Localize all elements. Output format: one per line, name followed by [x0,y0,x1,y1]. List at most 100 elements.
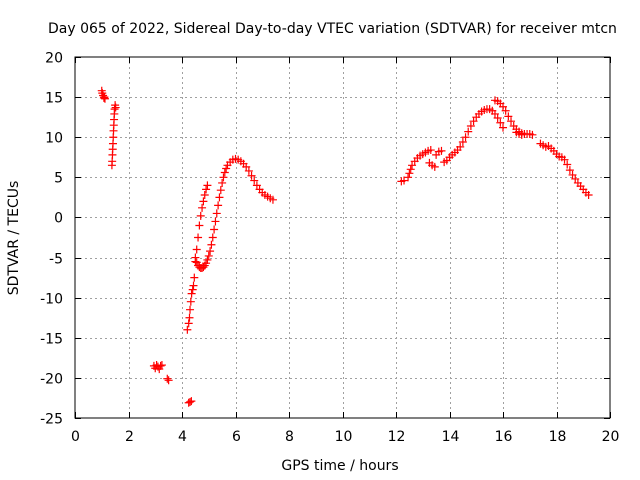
x-tick-label: 12 [388,429,406,445]
y-tick-label: -5 [49,252,63,268]
data-point [187,397,196,406]
data-point [204,251,213,260]
data-point [186,297,195,306]
data-point [250,176,259,185]
data-point [206,247,215,256]
data-point [565,166,574,175]
x-tick-label: 10 [335,429,353,445]
data-point [268,195,277,204]
data-point [507,117,516,126]
data-point [164,376,173,385]
series-low-cluster-a [149,361,166,374]
data-point [499,102,507,111]
data-point [212,209,221,218]
data-point [437,146,446,155]
y-axis-label: SDTVAR / TECUs [6,181,22,296]
x-tick-label: 2 [125,429,134,445]
data-points [97,86,593,407]
data-point [187,289,196,298]
data-point [242,162,251,171]
y-tick-label: -20 [40,372,63,388]
series-low-cluster-b [163,374,173,385]
x-tick-label: 6 [232,429,241,445]
plot-frame [74,56,611,419]
data-point [430,162,439,171]
data-point [198,203,207,212]
data-point [408,161,417,170]
data-point [584,190,593,199]
series-afternoon-segment [397,96,593,199]
data-point [464,127,473,136]
data-point [496,118,505,127]
series-dip-branch [191,154,277,272]
data-point [111,103,120,112]
data-point [194,233,203,242]
data-point [186,305,195,314]
data-point [220,168,229,177]
data-point [571,174,580,183]
series-early-cluster-a [97,86,109,103]
data-point [186,397,195,406]
data-point [517,130,526,139]
x-tick-label: 18 [549,429,567,445]
data-point [192,245,201,254]
data-point [163,374,172,383]
data-point [203,255,212,264]
x-tick-label: 16 [495,429,513,445]
series-rising-branch [183,181,212,334]
chart-title: Day 065 of 2022, Sidereal Day-to-day VTE… [48,21,617,37]
data-point [568,170,577,179]
data-point [404,173,413,182]
y-tick-label: -25 [40,412,63,428]
data-point [156,361,165,370]
data-point [504,112,513,121]
data-point [406,165,415,174]
x-tick-label: 20 [602,429,620,445]
data-point [563,160,572,169]
data-point [191,253,200,262]
data-point [469,117,478,126]
data-point [405,169,414,178]
x-tick-label: 0 [71,429,80,445]
y-tick-label: 15 [45,91,63,107]
y-tick-label: 20 [45,51,63,67]
y-tick-label: -10 [40,292,63,308]
y-tick-labels: -25 -20 -15 -10 -5 0 5 10 15 20 [40,51,63,428]
data-point [466,121,475,130]
x-axis-label: GPS time / hours [281,458,398,474]
data-point [199,263,208,272]
data-point [215,193,224,202]
x-tick-label: 4 [178,429,187,445]
grid-lines [75,57,610,418]
data-point [461,133,470,142]
data-point [528,130,537,139]
data-point [100,94,109,103]
data-point [203,181,212,190]
data-point [207,240,216,249]
data-point [195,221,204,230]
data-point [216,186,225,195]
data-point [157,361,166,370]
x-tick-label: 8 [285,429,294,445]
x-tick-label: 14 [442,429,460,445]
data-point [208,233,217,242]
data-point [426,146,435,155]
data-point [189,281,198,290]
data-point [247,171,256,180]
y-tick-label: 5 [54,171,63,187]
y-tick-label: 10 [45,131,63,147]
data-point [184,319,193,328]
x-tick-labels: 0 2 4 6 8 10 12 14 16 18 20 [71,429,619,445]
data-point [252,181,261,190]
data-point [200,190,209,199]
data-point [560,155,569,164]
data-point [188,285,197,294]
data-point [214,201,223,210]
data-point [199,197,208,206]
series-early-cluster-b [107,101,120,170]
data-point [183,325,192,334]
data-point [211,217,220,226]
data-point [400,176,409,185]
data-point [219,173,228,182]
